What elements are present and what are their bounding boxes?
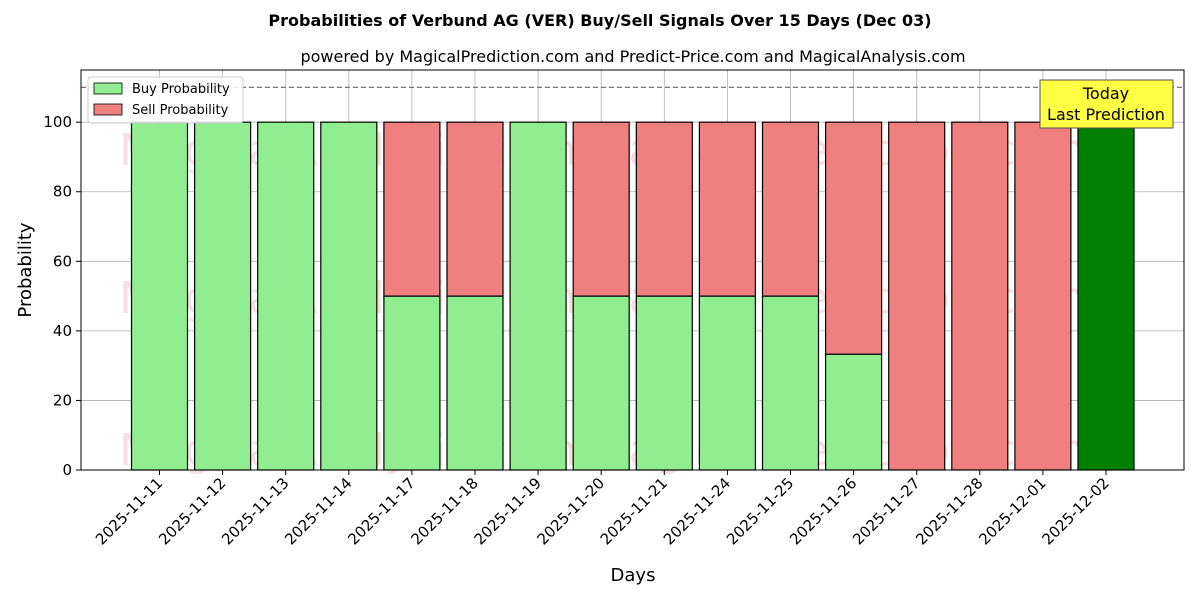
bar-buy-2025-12-02 — [1077, 121, 1135, 471]
y-tick-label: 100 — [43, 113, 72, 131]
x-tick-label: 2025-11-12 — [155, 474, 229, 548]
x-tick-label: 2025-11-27 — [849, 474, 923, 548]
x-tick-label: 2025-12-01 — [975, 474, 1049, 548]
x-tick-label: 2025-11-18 — [407, 474, 481, 548]
legend: Buy Probability Sell Probability — [87, 76, 244, 124]
annotation-box — [1039, 79, 1174, 129]
annotation-line2: Last Prediction — [1047, 105, 1165, 124]
bar-sell-2025-11-28 — [951, 121, 1009, 471]
x-tick-label: 2025-11-28 — [912, 474, 986, 548]
legend-swatch-buy — [93, 82, 123, 95]
x-tick-label: 2025-12-02 — [1038, 474, 1112, 548]
y-tick-label: 60 — [53, 252, 72, 270]
today-annotation: Today Last Prediction — [1039, 79, 1174, 129]
bar-sell-2025-11-20 — [572, 121, 630, 297]
x-tick-label: 2025-11-20 — [534, 474, 608, 548]
bar-buy-2025-11-12 — [194, 121, 252, 471]
y-axis: 0 20 40 60 80 100 — [43, 113, 81, 479]
bar-sell-2025-11-26 — [824, 121, 883, 355]
bar-sell-2025-12-01 — [1014, 121, 1072, 471]
x-tick-label: 2025-11-17 — [344, 474, 418, 548]
x-tick-label: 2025-11-24 — [660, 474, 734, 548]
bar-buy-2025-11-19 — [509, 121, 567, 471]
bar-sell-2025-11-21 — [635, 121, 693, 297]
chart-subtitle: powered by MagicalPrediction.com and Pre… — [300, 47, 965, 66]
bar-buy-2025-11-20 — [572, 295, 630, 471]
x-tick-label: 2025-11-25 — [723, 474, 797, 548]
bar-buy-2025-11-25 — [761, 295, 820, 471]
bars — [130, 121, 1135, 471]
bar-buy-2025-11-14 — [320, 121, 378, 471]
bar-sell-2025-11-25 — [761, 121, 820, 297]
legend-box — [87, 76, 244, 124]
bar-sell-2025-11-24 — [698, 121, 757, 297]
y-tick-label: 20 — [53, 391, 72, 409]
bar-sell-2025-11-17 — [383, 121, 441, 297]
x-tick-label: 2025-11-11 — [92, 474, 166, 548]
y-tick-label: 0 — [62, 461, 72, 479]
y-tick-label: 80 — [53, 183, 72, 201]
bar-buy-2025-11-21 — [635, 295, 693, 471]
x-tick-label: 2025-11-21 — [597, 474, 671, 548]
plot-frame — [80, 69, 1185, 471]
bar-buy-2025-11-24 — [698, 295, 757, 471]
x-tick-label: 2025-11-19 — [471, 474, 545, 548]
bar-sell-2025-11-18 — [446, 121, 504, 297]
x-tick-label: 2025-11-14 — [281, 474, 355, 548]
legend-label-buy: Buy Probability — [132, 82, 230, 97]
legend-swatch-sell — [93, 103, 123, 116]
x-axis: 2025-11-112025-11-122025-11-132025-11-14… — [92, 470, 1113, 548]
bar-buy-2025-11-17 — [383, 295, 441, 471]
x-axis-label: Days — [611, 565, 656, 586]
chart-title: Probabilities of Verbund AG (VER) Buy/Se… — [268, 11, 931, 30]
legend-label-sell: Sell Probability — [132, 103, 229, 118]
bar-buy-2025-11-18 — [446, 295, 504, 471]
bar-sell-2025-11-27 — [888, 121, 946, 471]
y-tick-label: 40 — [53, 322, 72, 340]
bar-buy-2025-11-26 — [824, 353, 883, 471]
x-tick-label: 2025-11-26 — [786, 474, 860, 548]
bar-buy-2025-11-11 — [130, 121, 189, 471]
x-tick-label: 2025-11-13 — [218, 474, 292, 548]
annotation-line1: Today — [1082, 84, 1129, 103]
bar-buy-2025-11-13 — [257, 121, 315, 471]
y-axis-label: Probability — [15, 222, 36, 317]
